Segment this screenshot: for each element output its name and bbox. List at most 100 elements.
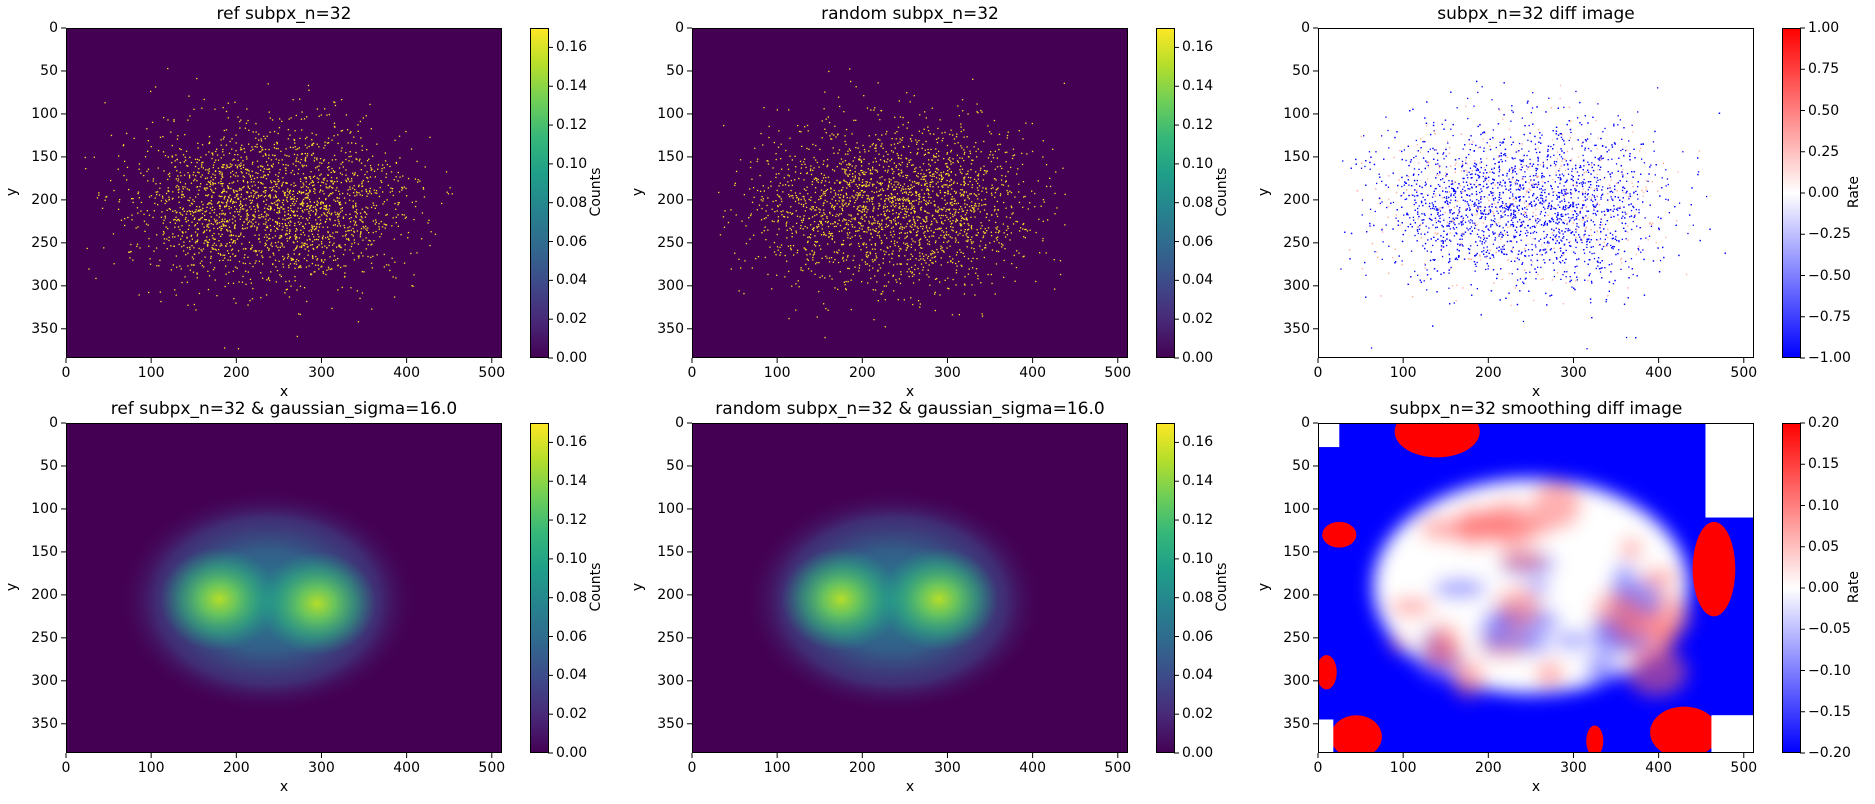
count-point bbox=[844, 160, 847, 162]
count-point bbox=[124, 218, 126, 220]
count-point bbox=[228, 166, 231, 169]
count-point bbox=[228, 152, 231, 154]
count-point bbox=[820, 221, 822, 224]
count-point bbox=[811, 181, 814, 183]
count-point bbox=[332, 170, 334, 172]
count-point bbox=[257, 194, 260, 196]
count-point bbox=[907, 188, 909, 190]
count-point bbox=[246, 223, 248, 225]
count-point bbox=[1024, 237, 1026, 239]
count-point bbox=[880, 194, 882, 196]
count-point bbox=[1604, 267, 1606, 269]
count-point bbox=[933, 154, 935, 157]
count-point bbox=[1497, 161, 1500, 163]
count-point bbox=[1487, 197, 1489, 199]
count-point bbox=[357, 255, 359, 257]
count-point bbox=[1562, 158, 1564, 160]
count-point bbox=[131, 214, 133, 216]
count-point bbox=[962, 234, 964, 237]
count-point bbox=[956, 154, 958, 156]
count-point bbox=[970, 210, 973, 212]
count-point bbox=[334, 224, 336, 226]
count-point bbox=[944, 237, 946, 239]
count-point bbox=[952, 262, 954, 264]
count-point bbox=[235, 164, 237, 166]
count-point bbox=[919, 255, 921, 257]
count-point bbox=[351, 234, 353, 236]
count-point bbox=[915, 199, 917, 202]
count-point bbox=[394, 139, 396, 141]
count-point bbox=[871, 222, 873, 225]
count-point bbox=[296, 210, 298, 212]
count-point bbox=[287, 255, 290, 257]
count-point bbox=[188, 95, 190, 97]
count-point bbox=[168, 239, 170, 242]
count-point bbox=[928, 189, 930, 192]
count-point bbox=[976, 258, 978, 260]
count-point bbox=[854, 234, 856, 237]
count-point bbox=[854, 175, 856, 177]
count-point bbox=[200, 176, 202, 178]
count-point bbox=[206, 177, 208, 179]
count-point bbox=[884, 170, 886, 172]
count-point bbox=[263, 216, 265, 218]
count-point bbox=[814, 201, 816, 203]
count-point bbox=[923, 193, 926, 195]
count-point bbox=[937, 251, 939, 253]
count-point bbox=[911, 223, 914, 226]
count-point bbox=[306, 202, 308, 205]
count-point bbox=[839, 181, 842, 183]
count-point bbox=[391, 188, 394, 190]
count-point bbox=[1531, 107, 1534, 109]
count-point bbox=[841, 168, 843, 170]
count-point bbox=[297, 172, 299, 175]
x-tick-label: 400 bbox=[393, 365, 420, 381]
count-point bbox=[356, 209, 358, 211]
count-point bbox=[254, 234, 256, 236]
count-point bbox=[861, 185, 863, 187]
count-point bbox=[820, 173, 823, 175]
count-point bbox=[262, 256, 264, 259]
count-points bbox=[718, 68, 1066, 339]
count-point bbox=[278, 249, 280, 251]
count-point bbox=[176, 266, 178, 268]
count-point bbox=[225, 129, 228, 131]
count-point bbox=[251, 163, 254, 165]
count-point bbox=[397, 202, 399, 204]
count-point bbox=[296, 157, 298, 159]
count-point bbox=[178, 220, 181, 222]
count-point bbox=[430, 231, 432, 233]
count-point bbox=[316, 223, 318, 225]
count-point bbox=[750, 214, 752, 217]
count-point bbox=[247, 182, 249, 184]
count-point bbox=[340, 150, 342, 152]
count-point bbox=[152, 216, 154, 219]
count-point bbox=[405, 187, 407, 190]
count-point bbox=[1004, 248, 1006, 250]
count-point bbox=[193, 264, 195, 266]
count-point bbox=[808, 217, 811, 219]
count-point bbox=[828, 236, 830, 238]
count-point bbox=[980, 227, 982, 230]
count-point bbox=[307, 219, 309, 221]
count-point bbox=[724, 210, 726, 212]
count-point bbox=[206, 225, 208, 228]
count-point bbox=[358, 255, 360, 257]
count-point bbox=[762, 198, 764, 200]
count-point bbox=[238, 189, 240, 191]
count-point bbox=[340, 246, 342, 248]
count-point bbox=[182, 194, 184, 196]
count-point bbox=[320, 222, 322, 225]
count-point bbox=[327, 166, 329, 169]
count-point bbox=[860, 160, 863, 162]
count-point bbox=[935, 153, 938, 155]
count-point bbox=[983, 203, 985, 206]
count-point bbox=[922, 266, 925, 268]
count-point bbox=[265, 234, 267, 236]
count-point bbox=[330, 193, 333, 195]
count-point bbox=[253, 181, 255, 183]
count-point bbox=[906, 242, 908, 245]
count-point bbox=[858, 227, 861, 229]
count-point bbox=[1516, 206, 1518, 208]
count-point bbox=[959, 232, 961, 235]
